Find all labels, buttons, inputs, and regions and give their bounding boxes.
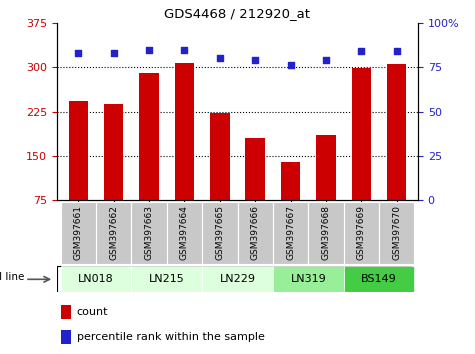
Bar	[68, 101, 88, 244]
Text: GSM397667: GSM397667	[286, 205, 295, 260]
Point	[145, 47, 153, 52]
Point	[287, 63, 294, 68]
Text: cell line: cell line	[0, 273, 24, 282]
Bar	[96, 202, 131, 264]
Title: GDS4468 / 212920_at: GDS4468 / 212920_at	[164, 7, 311, 21]
Point	[322, 57, 330, 63]
Bar	[131, 266, 202, 292]
Text: BS149: BS149	[361, 274, 397, 284]
Bar	[273, 266, 344, 292]
Text: GSM397661: GSM397661	[74, 205, 83, 260]
Bar	[281, 162, 300, 244]
Bar	[210, 113, 229, 244]
Text: GSM397668: GSM397668	[322, 205, 331, 260]
Bar	[273, 202, 308, 264]
Point	[393, 48, 400, 54]
Bar	[387, 64, 407, 244]
Bar	[175, 63, 194, 244]
Bar	[344, 202, 379, 264]
Bar	[167, 202, 202, 264]
Bar	[379, 202, 415, 264]
Text: LN319: LN319	[290, 274, 326, 284]
Text: GSM397662: GSM397662	[109, 205, 118, 260]
Text: LN229: LN229	[219, 274, 256, 284]
Bar	[131, 202, 167, 264]
Bar	[238, 202, 273, 264]
Text: LN215: LN215	[149, 274, 185, 284]
Point	[75, 50, 82, 56]
Point	[180, 47, 188, 52]
Text: percentile rank within the sample: percentile rank within the sample	[77, 332, 265, 342]
Bar	[246, 138, 265, 244]
Bar	[60, 266, 131, 292]
Text: GSM397664: GSM397664	[180, 205, 189, 260]
Text: GSM397669: GSM397669	[357, 205, 366, 260]
Point	[216, 56, 224, 61]
Bar	[344, 266, 415, 292]
Point	[251, 57, 259, 63]
Text: GSM397666: GSM397666	[251, 205, 260, 260]
Bar	[308, 202, 344, 264]
Text: LN018: LN018	[78, 274, 114, 284]
Bar	[139, 73, 159, 244]
Bar	[352, 68, 371, 244]
Bar	[104, 104, 124, 244]
Bar	[60, 202, 96, 264]
Bar	[61, 305, 71, 319]
Bar	[202, 202, 238, 264]
Text: GSM397670: GSM397670	[392, 205, 401, 260]
Bar	[61, 330, 71, 344]
Point	[358, 48, 365, 54]
Bar	[202, 266, 273, 292]
Text: GSM397663: GSM397663	[144, 205, 153, 260]
Text: count: count	[77, 307, 108, 317]
Point	[110, 50, 117, 56]
Text: GSM397665: GSM397665	[215, 205, 224, 260]
Bar	[316, 135, 336, 244]
